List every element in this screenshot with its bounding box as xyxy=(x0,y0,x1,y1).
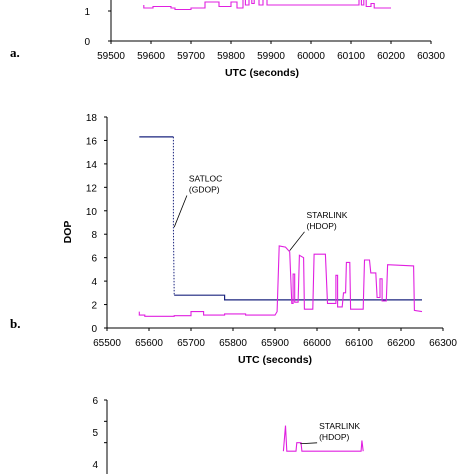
panel-c-y-ticklabels: 4 5 6 xyxy=(92,396,98,471)
panel-c: 4 5 6 xyxy=(92,396,98,471)
panel-b-x-axis-title: UTC (seconds) xyxy=(238,354,312,366)
panel-a-series-starlink-line xyxy=(143,0,391,11)
panel-b-ytick-label: 12 xyxy=(86,183,98,194)
panel-b-ytick-label: 10 xyxy=(86,207,98,218)
panel-c-annotation-text: STARLINK xyxy=(319,421,360,431)
panel-a-label: a. xyxy=(10,45,20,60)
panel-b-ytick-label: 6 xyxy=(91,254,97,265)
panel-b-label: b. xyxy=(10,316,20,331)
panel-a: a. 1 0 59500 59600 59700 59800 59900 600… xyxy=(10,7,445,79)
panel-a-ytick-label: 1 xyxy=(84,7,90,18)
panel-b-annotation-leader xyxy=(173,195,188,228)
panel-b-ytick-label: 0 xyxy=(91,324,97,335)
panel-b-ytick-label: 2 xyxy=(91,301,97,312)
panel-b-xtick-label: 66300 xyxy=(429,338,457,349)
panel-b-xtick-label: 65500 xyxy=(93,338,121,349)
panel-b-series-starlink-line xyxy=(138,245,423,317)
panel-c-annotation-leader xyxy=(300,442,318,445)
panel-b-xtick-label: 66200 xyxy=(387,338,415,349)
panel-a-x-ticklabels: 59500 59600 59700 59800 59900 60000 6010… xyxy=(97,51,445,62)
panel-b-plot: SATLOC(GDOP) STARLINK(HDOP) xyxy=(104,116,444,331)
panel-b-annotation-text: SATLOC xyxy=(189,173,222,183)
panel-b-annotation-text: STARLINK xyxy=(307,210,348,220)
panel-c-ytick-label: 5 xyxy=(92,428,98,439)
panel-b-xtick-label: 65900 xyxy=(261,338,289,349)
panel-a-ytick-label: 0 xyxy=(84,37,90,48)
panel-b-xtick-label: 65600 xyxy=(135,338,163,349)
panel-a-xtick-label: 60200 xyxy=(377,51,405,62)
panel-c-ytick-label: 6 xyxy=(92,396,98,407)
panel-b: b. DOP 0 2 4 6 8 10 12 14 16 18 65500 65… xyxy=(10,113,457,366)
panel-c-ytick-label: 4 xyxy=(92,460,98,471)
panel-a-x-axis-title: UTC (seconds) xyxy=(225,67,299,79)
panel-b-xtick-label: 65800 xyxy=(219,338,247,349)
panel-b-ytick-label: 4 xyxy=(91,277,97,288)
panel-b-xtick-label: 66100 xyxy=(345,338,373,349)
panel-c-annotation-text: (HDOP) xyxy=(319,432,349,442)
panel-b-xtick-label: 66000 xyxy=(303,338,331,349)
panel-b-annotation-leader xyxy=(289,231,305,251)
panel-a-xtick-label: 60000 xyxy=(297,51,325,62)
panel-b-ytick-label: 14 xyxy=(86,160,98,171)
panel-b-x-ticklabels: 65500 65600 65700 65800 65900 66000 6610… xyxy=(93,338,457,349)
panel-a-xtick-label: 59700 xyxy=(177,51,205,62)
panel-c-plot: STARLINK(HDOP) xyxy=(104,399,364,474)
panel-a-y-ticklabels: 1 0 xyxy=(84,7,90,48)
panel-b-y-axis-title: DOP xyxy=(62,221,74,244)
panel-a-xtick-label: 60100 xyxy=(337,51,365,62)
panel-b-series-satloc-drop xyxy=(172,136,175,296)
panel-a-xtick-label: 59900 xyxy=(257,51,285,62)
panel-a-xtick-label: 60300 xyxy=(417,51,445,62)
panel-b-annotation-text: (GDOP) xyxy=(189,184,220,194)
panel-b-ytick-label: 16 xyxy=(86,136,98,147)
panel-a-xtick-label: 59800 xyxy=(217,51,245,62)
panel-a-xtick-label: 59600 xyxy=(137,51,165,62)
panel-a-xtick-label: 59500 xyxy=(97,51,125,62)
panel-b-y-ticklabels: 0 2 4 6 8 10 12 14 16 18 xyxy=(86,113,98,335)
panel-b-ytick-label: 18 xyxy=(86,113,98,124)
panel-a-plot xyxy=(108,0,432,44)
panel-c-series-starlink-line xyxy=(282,425,364,452)
panel-b-xtick-label: 65700 xyxy=(177,338,205,349)
panel-b-series-satloc-line xyxy=(174,294,422,301)
panel-b-ytick-label: 8 xyxy=(91,230,97,241)
panel-b-annotation-text: (HDOP) xyxy=(307,221,337,231)
